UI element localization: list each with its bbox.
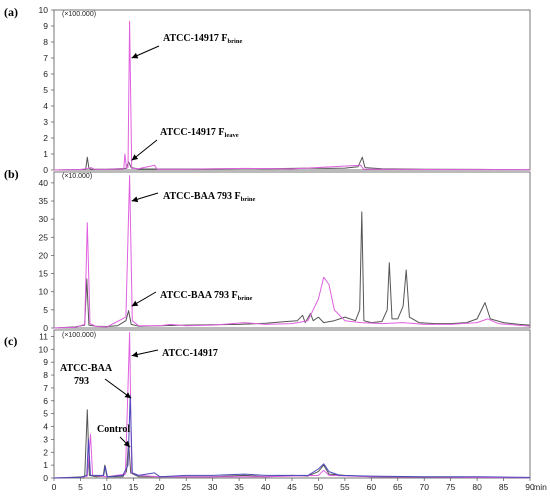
y-tick-label: 6 xyxy=(43,396,48,406)
y-tick-label: 10 xyxy=(39,5,49,15)
y-tick-label: 25 xyxy=(39,232,49,242)
annotation-label: ATCC-BAA xyxy=(60,363,113,374)
y-tick-label: 9 xyxy=(43,357,48,367)
panel-label: (a) xyxy=(4,5,18,19)
x-tick-label: 25 xyxy=(181,482,191,492)
y-tick-label: 30 xyxy=(39,214,49,224)
x-tick-label: 85 xyxy=(499,482,509,492)
y-tick-label: 10 xyxy=(39,344,49,354)
chart-panel-2: (b) (×10.000) 0 5 10 15 20 25 30 35 40 ATCC-BAA 793… xyxy=(4,167,531,333)
x-tick-label: 30 xyxy=(208,482,218,492)
y-tick-label: 35 xyxy=(39,196,49,206)
annotation-arrow xyxy=(119,436,131,448)
y-tick-label: 20 xyxy=(39,250,49,260)
x-tick-label: 70 xyxy=(419,482,429,492)
annotation-label: ATCC-BAA 793 Fbrine xyxy=(163,191,256,203)
annotation-label: ATCC-14917 xyxy=(162,348,218,359)
annotation-subscript: leave xyxy=(225,132,239,139)
y-tick-label: 2 xyxy=(43,133,48,143)
y-tick-label: 7 xyxy=(43,53,48,63)
x-tick-label: 20 xyxy=(155,482,165,492)
x-tick-label: 35 xyxy=(234,482,244,492)
annotation-label: ATCC-BAA 793 Fbrine xyxy=(160,290,253,302)
y-tick-label: 5 xyxy=(43,305,48,315)
y-tick-label: 11 xyxy=(39,331,48,341)
x-axis-label: min xyxy=(533,482,547,492)
x-tick-label: 5 xyxy=(78,482,83,492)
y-tick-label: 4 xyxy=(43,101,48,111)
y-tick-label: 3 xyxy=(43,117,48,127)
series-line-1 xyxy=(53,211,531,329)
annotation-arrow xyxy=(131,291,157,307)
y-tick-label: 10 xyxy=(39,287,49,297)
x-tick-label: 60 xyxy=(367,482,377,492)
y-scale-note: (×10.000) xyxy=(62,173,92,180)
annotation-label: Control xyxy=(97,424,130,435)
y-tick-label: 5 xyxy=(43,409,48,419)
annotation-label: ATCC-14917 Fbrine xyxy=(163,33,242,45)
x-tick-label: 45 xyxy=(287,482,297,492)
x-tick-label: 65 xyxy=(393,482,403,492)
y-tick-label: 1 xyxy=(43,460,48,470)
annotation-arrow xyxy=(131,192,159,203)
annotation-subscript: brine xyxy=(228,38,243,45)
x-tick-label: 10 xyxy=(102,482,112,492)
y-tick-label: 15 xyxy=(39,269,49,279)
y-tick-label: 0 xyxy=(43,323,48,333)
x-tick-label: 50 xyxy=(314,482,324,492)
series-line-3 xyxy=(53,395,531,479)
y-scale-note: (×100.000) xyxy=(62,332,96,339)
x-tick-label: 40 xyxy=(261,482,271,492)
y-tick-label: 8 xyxy=(43,370,48,380)
y-tick-label: 5 xyxy=(43,85,48,95)
annotation-subscript: brine xyxy=(238,295,253,302)
annotation-arrow xyxy=(131,349,159,358)
annotation-label-line2: 793 xyxy=(74,376,89,387)
chart-panel-1: (a) (×100.000) 0 1 2 3 4 5 6 7 8 9 10 ATCC-14917 Fbri… xyxy=(4,5,531,175)
y-tick-label: 1 xyxy=(43,149,48,159)
y-tick-label: 7 xyxy=(43,383,48,393)
y-tick-label: 9 xyxy=(43,21,48,31)
x-tick-label: 15 xyxy=(129,482,139,492)
y-tick-label: 4 xyxy=(43,422,48,432)
annotation-arrow xyxy=(131,45,160,59)
plot-frame xyxy=(53,171,531,329)
series-line-2 xyxy=(53,175,531,329)
y-tick-label: 6 xyxy=(43,69,48,79)
panel-label: (b) xyxy=(4,167,19,181)
series-line-2 xyxy=(53,20,531,171)
annotation-arrow xyxy=(104,378,132,399)
annotation-arrow xyxy=(131,139,158,161)
x-tick-label: 55 xyxy=(340,482,350,492)
y-tick-label: 8 xyxy=(43,37,48,47)
x-tick-label: 90 xyxy=(525,482,535,492)
x-tick-label: 80 xyxy=(472,482,482,492)
y-tick-label: 0 xyxy=(43,165,48,175)
y-tick-label: 3 xyxy=(43,434,48,444)
annotation-label: ATCC-14917 Fleave xyxy=(160,127,239,139)
x-tick-label: 75 xyxy=(446,482,456,492)
annotation-subscript: brine xyxy=(241,196,256,203)
panel-label: (c) xyxy=(4,334,17,348)
y-tick-label: 40 xyxy=(39,178,49,188)
x-tick-label: 0 xyxy=(52,482,57,492)
y-tick-label: 2 xyxy=(43,447,48,457)
y-scale-note: (×100.000) xyxy=(62,11,96,18)
y-tick-label: 0 xyxy=(43,473,48,483)
